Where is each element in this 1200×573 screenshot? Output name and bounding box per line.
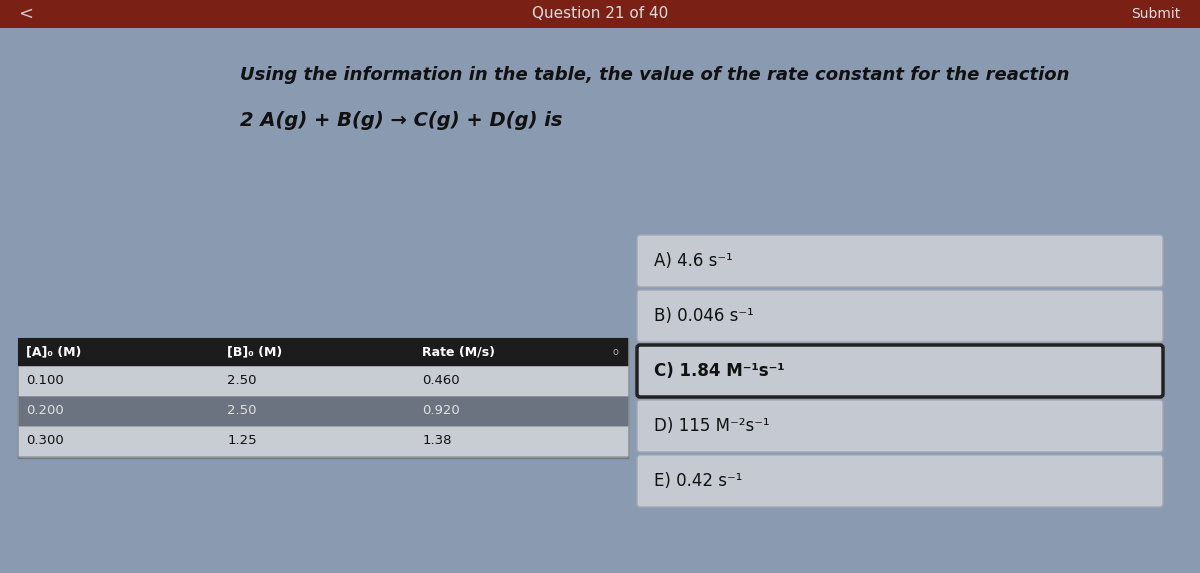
FancyBboxPatch shape bbox=[0, 0, 1200, 28]
Text: A) 4.6 s⁻¹: A) 4.6 s⁻¹ bbox=[654, 252, 733, 270]
Text: B) 0.046 s⁻¹: B) 0.046 s⁻¹ bbox=[654, 307, 754, 325]
Text: Rate (M/s): Rate (M/s) bbox=[422, 346, 496, 359]
Text: Using the information in the table, the value of the rate constant for the react: Using the information in the table, the … bbox=[240, 66, 1069, 84]
Text: o: o bbox=[612, 347, 618, 357]
Text: 2.50: 2.50 bbox=[227, 405, 257, 418]
Text: [A]₀ (M): [A]₀ (M) bbox=[26, 346, 82, 359]
FancyBboxPatch shape bbox=[18, 366, 628, 396]
FancyBboxPatch shape bbox=[637, 235, 1163, 287]
Text: [B]₀ (M): [B]₀ (M) bbox=[227, 346, 282, 359]
Text: E) 0.42 s⁻¹: E) 0.42 s⁻¹ bbox=[654, 472, 743, 490]
FancyBboxPatch shape bbox=[637, 290, 1163, 342]
Text: 1.25: 1.25 bbox=[227, 434, 257, 448]
Text: 0.460: 0.460 bbox=[422, 375, 460, 387]
Text: <: < bbox=[18, 5, 34, 23]
Text: 0.920: 0.920 bbox=[422, 405, 461, 418]
Text: C) 1.84 M⁻¹s⁻¹: C) 1.84 M⁻¹s⁻¹ bbox=[654, 362, 785, 380]
Text: 0.100: 0.100 bbox=[26, 375, 64, 387]
Text: Submit: Submit bbox=[1130, 7, 1180, 21]
Text: D) 115 M⁻²s⁻¹: D) 115 M⁻²s⁻¹ bbox=[654, 417, 769, 435]
FancyBboxPatch shape bbox=[18, 396, 628, 426]
FancyBboxPatch shape bbox=[637, 345, 1163, 397]
FancyBboxPatch shape bbox=[637, 455, 1163, 507]
FancyBboxPatch shape bbox=[18, 338, 628, 366]
Text: 1.38: 1.38 bbox=[422, 434, 452, 448]
FancyBboxPatch shape bbox=[18, 426, 628, 456]
Text: 0.200: 0.200 bbox=[26, 405, 64, 418]
Text: Question 21 of 40: Question 21 of 40 bbox=[532, 6, 668, 22]
Text: 2.50: 2.50 bbox=[227, 375, 257, 387]
Text: 0.300: 0.300 bbox=[26, 434, 64, 448]
Text: 2 A(g) + B(g) → C(g) + D(g) is: 2 A(g) + B(g) → C(g) + D(g) is bbox=[240, 111, 563, 129]
FancyBboxPatch shape bbox=[637, 400, 1163, 452]
